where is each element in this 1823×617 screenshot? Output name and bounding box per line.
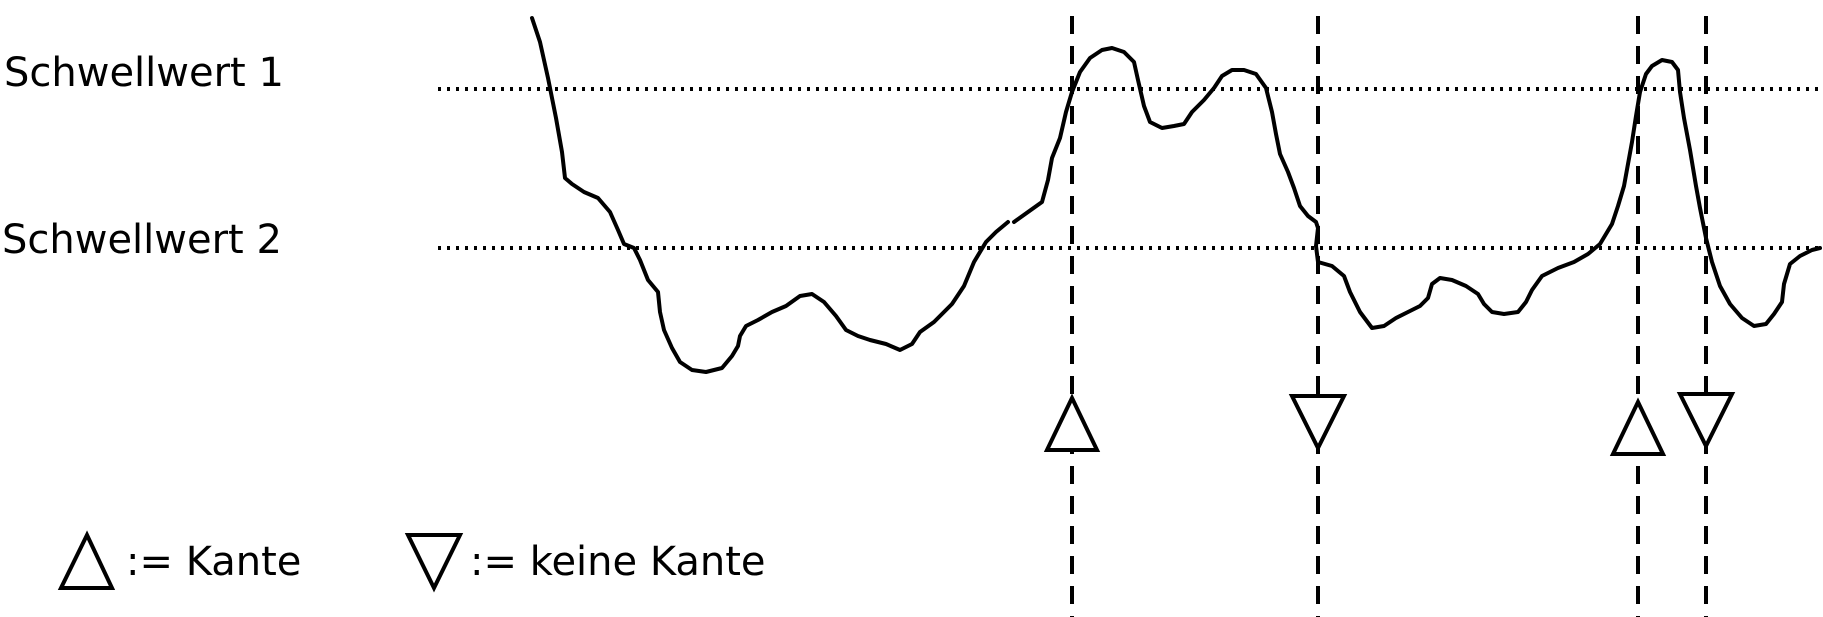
threshold-1-label: Schwellwert 1 [4, 50, 284, 96]
marker-2-triangle-down-icon [1288, 394, 1348, 453]
legend-triangle-down-icon [404, 533, 464, 593]
legend-edge-text: := Kante [126, 539, 302, 585]
threshold-2-label: Schwellwert 2 [2, 217, 282, 263]
marker-4-triangle-down-icon [1676, 392, 1736, 451]
signal-curve [530, 16, 1822, 374]
legend-no-edge-text: := keine Kante [470, 539, 766, 585]
legend-triangle-up-icon [57, 530, 116, 590]
marker-1-triangle-up-icon [1043, 393, 1101, 452]
marker-3-triangle-up-icon [1609, 397, 1667, 456]
